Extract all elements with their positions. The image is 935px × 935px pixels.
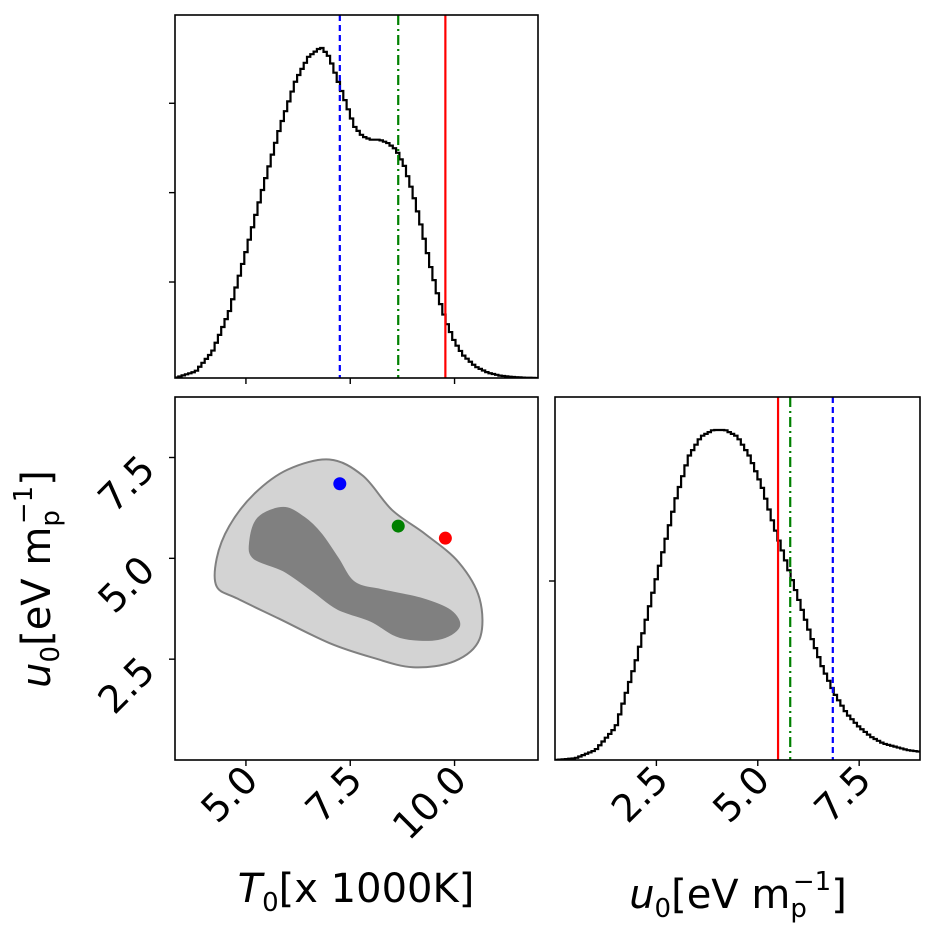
reference-lines-T0 [338, 15, 447, 378]
panel-joint-T0-u0: 5.0 7.5 10.02.55.07.5 [90, 396, 539, 848]
xlabel-T0-symbol: T [238, 866, 266, 912]
xtick-label-T0: 10.0 [384, 757, 475, 848]
point-green [391, 519, 405, 533]
ticks-marginal-T0 [169, 102, 456, 384]
point-blue [333, 477, 347, 491]
axes-frame-marginal-T0 [174, 14, 539, 379]
xlabel-u0-sub: 0 [655, 894, 672, 924]
ticks-marginal-u0: 2.5 5.0 7.5 [549, 580, 880, 831]
point-red [438, 531, 452, 545]
panel-marginal-T0 [169, 14, 539, 384]
xtick-label-u0: 7.5 [806, 757, 880, 831]
ytick-label-u0: 7.5 [90, 447, 164, 521]
ylabel-u0-symbol: u [14, 662, 60, 687]
ylabel-u0-close: ] [14, 470, 60, 486]
histogram-T0 [175, 46, 538, 378]
ylabel-u0-unit-sub: p [36, 510, 66, 527]
xlabel-u0-unit-sup: −1 [793, 867, 831, 897]
xtick-label-T0: 5.0 [192, 757, 266, 831]
xlabel-T0-sub: 0 [262, 888, 279, 918]
ytick-label-u0: 2.5 [90, 648, 164, 722]
xtick-label-T0: 7.5 [297, 757, 371, 831]
xtick-label-u0: 2.5 [603, 757, 677, 831]
panel-marginal-u0: 2.5 5.0 7.5 [549, 396, 921, 831]
contours-2d [213, 458, 484, 669]
histogram-u0 [555, 428, 920, 760]
xlabel-u0-unit: [eV m [671, 872, 790, 918]
axes-frame-joint [174, 396, 539, 761]
reference-lines-u0 [776, 397, 834, 760]
xlabel-u0-close: ] [831, 872, 847, 918]
axes-frame-marginal-u0 [554, 396, 921, 761]
xlabel-T0: T0[x 1000K] [238, 866, 475, 918]
ylabel-u0: u0[eV mp−1] [9, 470, 66, 688]
ylabel-u0-sub: 0 [36, 646, 66, 663]
ylabel-u0-unit-sup: −1 [9, 486, 39, 524]
xlabel-u0-symbol: u [629, 872, 654, 918]
xlabel-T0-unit: [x 1000K] [279, 866, 475, 912]
ylabel-u0-unit: [eV m [14, 527, 60, 646]
reference-points [333, 477, 452, 545]
contour-inner [248, 506, 461, 641]
xtick-label-u0: 5.0 [704, 757, 778, 831]
xlabel-u0: u0[eV mp−1] [629, 867, 847, 924]
xlabel-u0-unit-sub: p [790, 894, 807, 924]
ytick-label-u0: 5.0 [90, 548, 164, 622]
